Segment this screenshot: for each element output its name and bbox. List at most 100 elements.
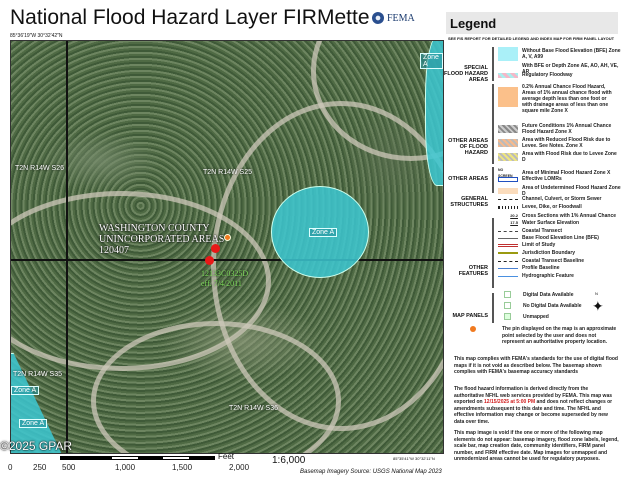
legend-item: 17.5 Water Surface Elevation	[498, 220, 579, 226]
swatch-digital	[504, 291, 511, 298]
legend-text: Area of Minimal Flood Hazard Zone X	[522, 170, 611, 176]
legend-item: Digital Data Available	[504, 291, 573, 298]
swatch-zone-a	[498, 47, 518, 61]
panel-line	[11, 259, 443, 261]
legend-text: Area of Undetermined Flood Hazard Zone D	[522, 185, 621, 197]
category-other-areas: OTHER AREAS	[448, 176, 488, 182]
agency-name: FEMA	[387, 12, 415, 24]
legend-text: Effective LOMRs	[522, 176, 562, 182]
fema-logo: FEMA	[372, 12, 415, 24]
page-title: National Flood Hazard Layer FIRMette	[10, 6, 370, 29]
category-structures: GENERAL STRUCTURES	[450, 196, 488, 208]
legend-item: Area of Undetermined Flood Hazard Zone D	[498, 185, 621, 197]
panel-effective-date: eff. 7/4/2011	[201, 279, 242, 288]
legend-text: Coastal Transect	[522, 228, 563, 234]
swatch-levee	[498, 205, 518, 209]
legend-text: Area with Flood Risk due to Levee Zone D	[522, 151, 617, 163]
zone-label: Zone A	[309, 228, 338, 237]
legend-item: 20.2 Cross Sections with 1% Annual Chance	[498, 213, 616, 219]
legend-text: Profile Baseline	[522, 265, 560, 271]
scale-tick: 500	[62, 463, 76, 472]
panel-number: 12133C0325D	[201, 269, 249, 278]
swatch-unmapped	[504, 313, 511, 320]
community-name: WASHINGTON COUNTY	[99, 223, 210, 234]
legend-text: No Digital Data Available	[523, 302, 582, 309]
dhs-seal-icon	[372, 12, 384, 24]
legend-item: No Digital Data Available	[504, 302, 582, 309]
township-label: T2N R14W S36	[229, 405, 279, 412]
legend-item: Channel, Culvert, or Storm Sewer	[498, 196, 601, 202]
legend-item: Limit of Study	[498, 242, 555, 248]
legend-text: With BFE or Depth Zone AE, AO, AH, VE, A…	[522, 63, 619, 75]
copyright: ©2025 GPAR	[0, 439, 72, 453]
swatch-profile	[498, 267, 518, 269]
legend-title: Legend	[446, 12, 618, 34]
legend-text: Levee, Dike, or Floodwall	[522, 204, 582, 210]
scale-bar	[60, 456, 215, 460]
swatch-no-digital	[504, 302, 511, 309]
north-label: N	[595, 291, 598, 296]
no-screen-label: NO SCREEN	[498, 168, 513, 178]
zone-label: Zone A	[420, 53, 443, 69]
legend-item: Regulatory Floodway	[498, 72, 573, 78]
legend-item: Base Flood Elevation Line (BFE)	[498, 235, 599, 241]
scale-tick: 0	[8, 463, 13, 472]
swatch-levee-reduced	[498, 139, 518, 147]
category-panels: MAP PANELS	[452, 313, 488, 319]
zone-label: Zone A	[11, 386, 40, 395]
community-label: WASHINGTON COUNTY UNINCORPORATED AREAS 1…	[99, 223, 224, 256]
coord-bottom-right: 85°35'41"W 30°32'11"N	[393, 456, 435, 461]
export-text-a: The flood hazard information is derived …	[454, 386, 613, 405]
legend-text: Regulatory Floodway	[522, 72, 573, 78]
swatch-undetermined	[498, 188, 518, 194]
swatch-limit	[498, 243, 518, 247]
divider	[492, 84, 494, 164]
legend-text: Base Flood Elevation Line (BFE)	[522, 235, 599, 241]
flood-map[interactable]: Zone A Zone A Zone A Zone A T2N R14W S26…	[10, 40, 444, 454]
legend-item: Area with Reduced Flood Risk due to Leve…	[498, 137, 617, 149]
swatch-02-pct	[498, 87, 518, 107]
legend-text: Digital Data Available	[523, 291, 574, 298]
legend-text: Coastal Transect Baseline	[522, 258, 584, 264]
divider	[492, 167, 494, 193]
swatch-channel	[498, 198, 518, 200]
location-marker[interactable]	[205, 256, 214, 265]
legend-item: 0.2% Annual Chance Flood Hazard, Areas o…	[498, 84, 617, 114]
map-pin-icon[interactable]	[224, 234, 231, 241]
legend-text: Cross Sections with 1% Annual Chance	[522, 213, 617, 219]
legend-item: NO SCREEN Area of Minimal Flood Hazard Zo…	[498, 167, 610, 179]
legend-item: Levee, Dike, or Floodwall	[498, 204, 582, 210]
legend-item: Jurisdiction Boundary	[498, 250, 575, 256]
legend-text: Unmapped	[523, 313, 549, 320]
scale-ratio: 1:6,000	[272, 455, 306, 466]
panel-line	[66, 41, 68, 453]
legend-item: Future Conditions 1% Annual Chance Flood…	[498, 123, 617, 135]
swatch-lomr	[498, 176, 518, 182]
scale-tick: 2,000	[229, 463, 250, 472]
swatch-bfe	[498, 237, 518, 239]
export-text: The flood hazard information is derived …	[454, 386, 619, 425]
legend-item: Without Base Flood Elevation (BFE) Zone …	[498, 47, 621, 61]
scale-tick: 1,000	[115, 463, 136, 472]
divider	[492, 47, 494, 81]
category-features: OTHER FEATURES	[458, 265, 488, 277]
scale-tick: 250	[33, 463, 47, 472]
pin-note: The pin displayed on the map is an appro…	[502, 326, 617, 345]
legend-text: Limit of Study	[522, 242, 556, 248]
legend-text: Channel, Culvert, or Storm Sewer	[522, 196, 602, 202]
legend-item: Effective LOMRs	[498, 176, 562, 182]
community-type: UNINCORPORATED AREAS	[99, 234, 225, 245]
swatch-baseline	[498, 260, 518, 262]
swatch-floodway	[498, 72, 518, 78]
legend-item: Profile Baseline	[498, 265, 560, 271]
road	[91, 321, 341, 453]
void-text: This map image is void if the one or mor…	[454, 430, 619, 462]
divider	[492, 218, 494, 288]
north-arrow-icon: ✦	[592, 298, 604, 314]
category-sfha: SPECIAL FLOOD HAZARD AREAS	[444, 65, 488, 83]
swatch-hydro	[498, 275, 518, 277]
legend-note: SEE FIS REPORT FOR DETAILED LEGEND AND I…	[448, 36, 615, 41]
location-marker[interactable]	[211, 244, 220, 253]
community-id: 120407	[99, 245, 129, 256]
xs-value: 17.5	[510, 220, 518, 225]
